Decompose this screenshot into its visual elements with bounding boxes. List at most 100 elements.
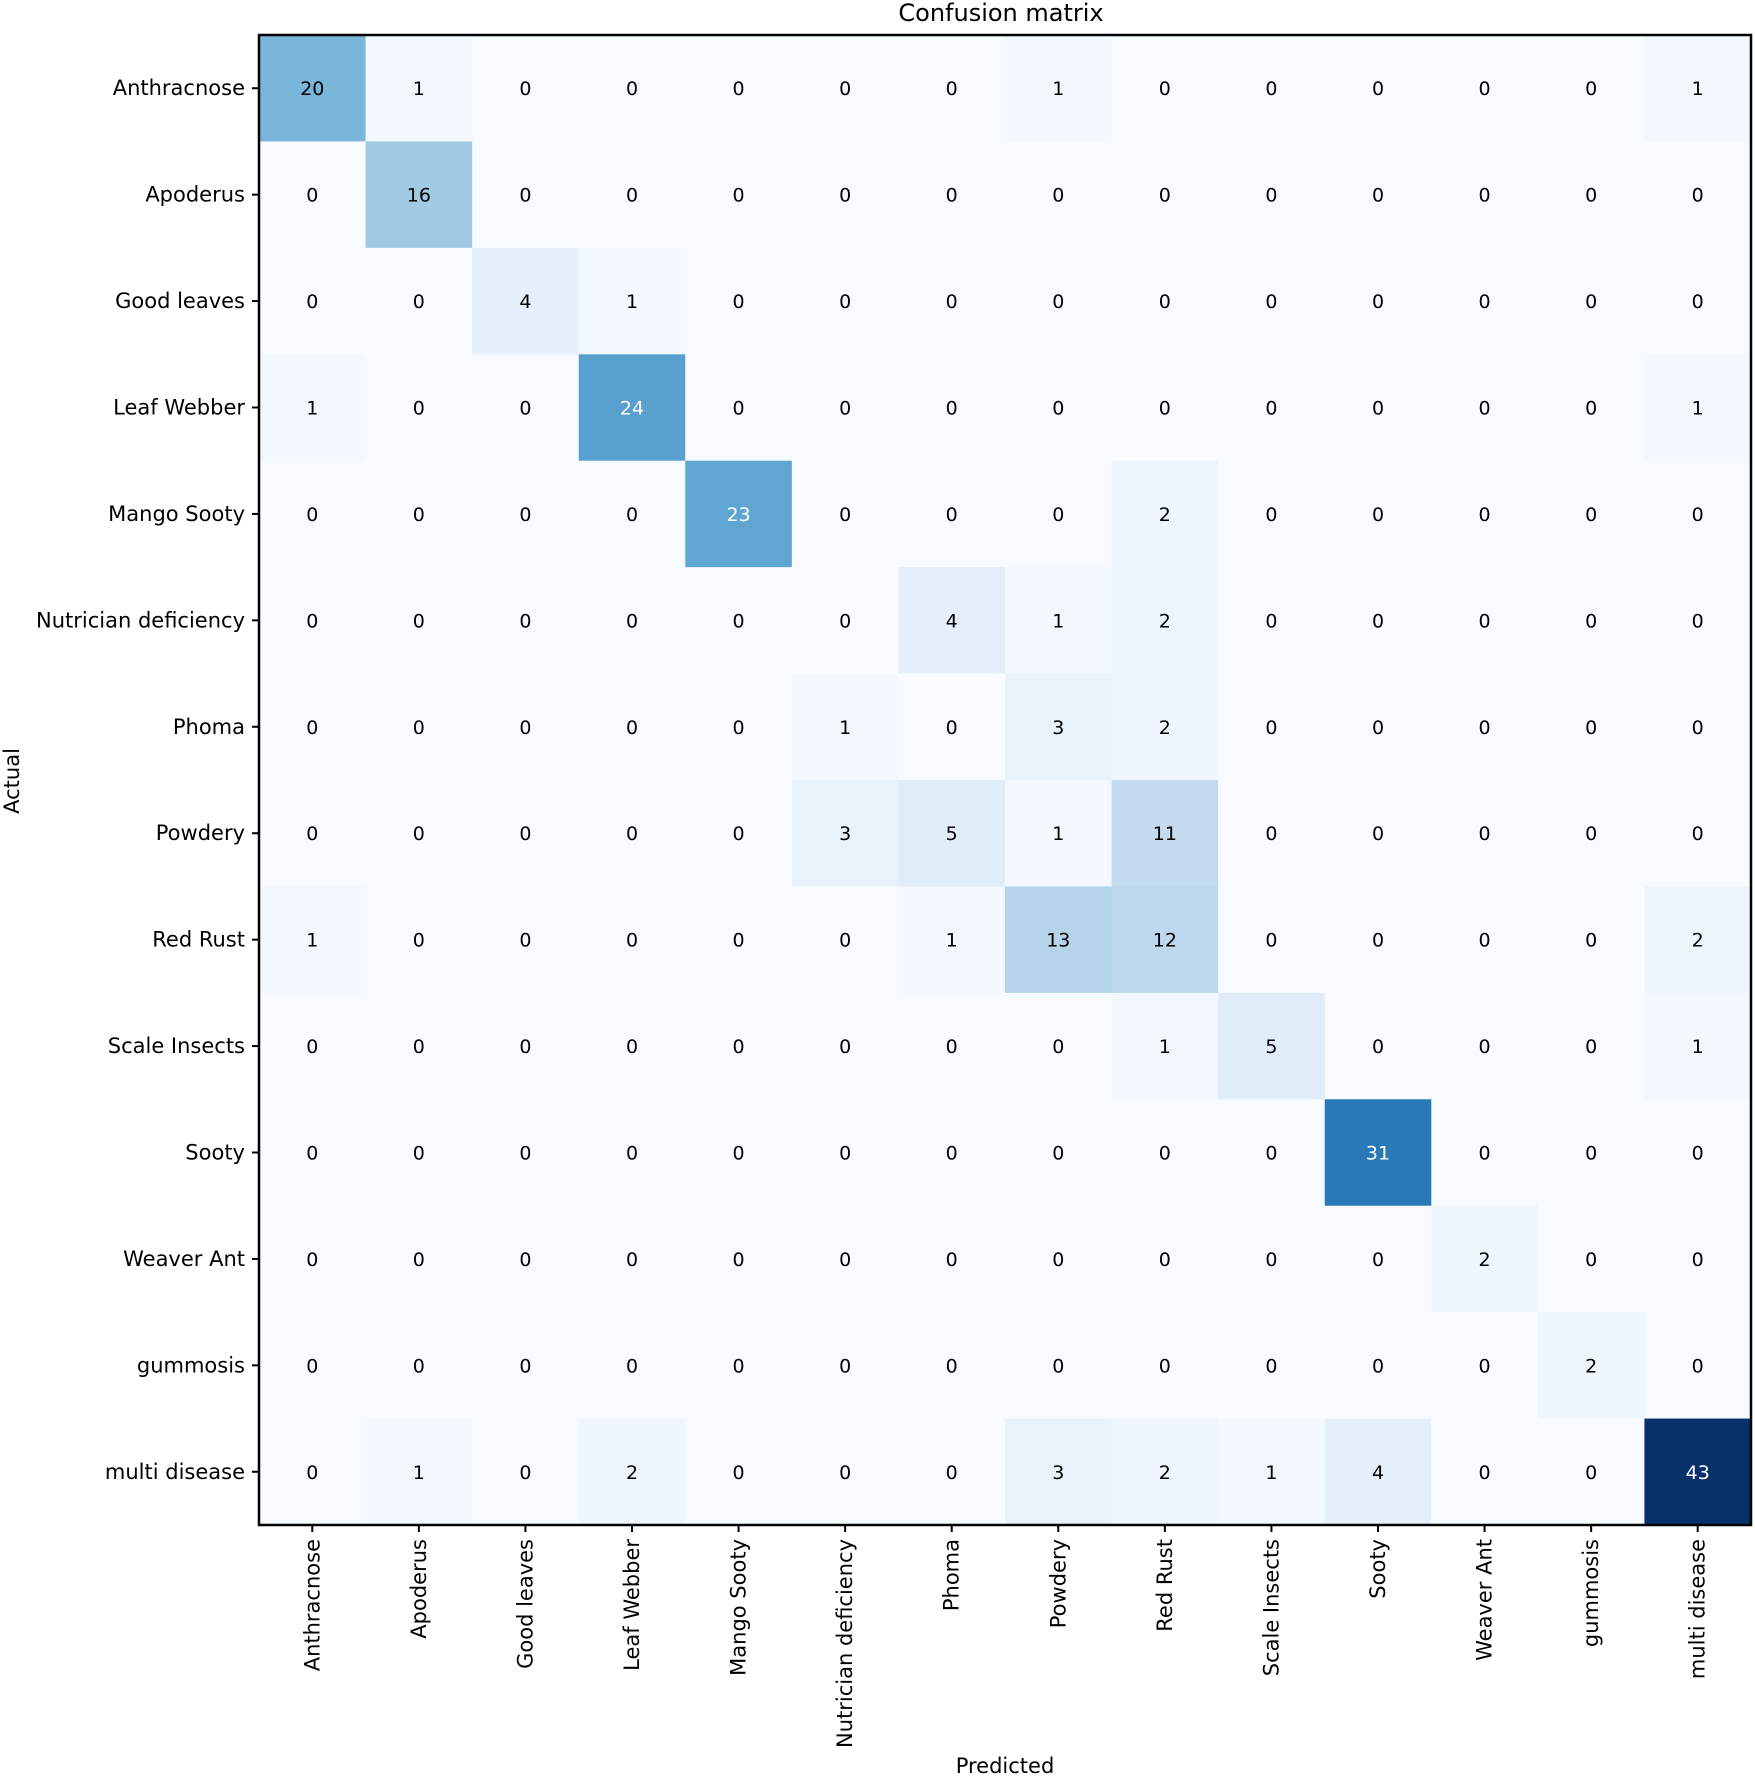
cell-value-label: 0 <box>1265 1249 1277 1271</box>
heatmap-cell <box>259 673 367 781</box>
cell-value-label: 4 <box>519 291 531 313</box>
x-tick-label: Nutrician deficiency <box>833 1539 857 1748</box>
cell-value-label: 0 <box>1159 1355 1171 1377</box>
heatmap-cell <box>898 780 1006 887</box>
cell-value-label: 0 <box>306 291 318 313</box>
heatmap-cell <box>365 35 473 142</box>
cell-value-label: 0 <box>1479 1143 1491 1165</box>
heatmap-cell <box>1005 1205 1113 1313</box>
heatmap-cell <box>1005 1312 1113 1420</box>
cell-value-label: 0 <box>519 78 531 100</box>
heatmap-cell <box>1324 1205 1432 1313</box>
cell-value-label: 2 <box>1159 610 1171 632</box>
heatmap-cell <box>1431 141 1539 249</box>
cell-value-label: 0 <box>306 610 318 632</box>
heatmap-cell <box>259 460 367 568</box>
heatmap-cell <box>365 247 473 355</box>
cell-value-label: 1 <box>306 930 318 952</box>
cell-value-label: 1 <box>626 291 638 313</box>
heatmap-cell <box>1537 567 1645 675</box>
y-tick-label: Sooty <box>185 1141 245 1165</box>
cell-value-label: 0 <box>1159 1249 1171 1271</box>
cell-value-label: 0 <box>1265 78 1277 100</box>
x-tick-label: Powdery <box>1046 1539 1070 1628</box>
x-tick-label: multi disease <box>1686 1539 1710 1679</box>
heatmap-cell <box>1005 1099 1113 1207</box>
heatmap-cell <box>578 35 686 142</box>
cell-value-label: 0 <box>1052 398 1064 420</box>
cell-value-label: 1 <box>1265 1462 1277 1484</box>
cell-value-label: 0 <box>839 398 851 420</box>
cell-value-label: 0 <box>946 1249 958 1271</box>
heatmap-cell <box>1537 1312 1645 1420</box>
heatmap-cell <box>1218 567 1326 675</box>
cell-value-label: 0 <box>946 398 958 420</box>
heatmap-cell <box>578 1099 686 1207</box>
heatmap-cell <box>472 247 580 355</box>
heatmap-cell <box>685 567 793 675</box>
heatmap-cell <box>1431 1418 1539 1526</box>
cell-value-label: 0 <box>306 1143 318 1165</box>
cell-value-label: 0 <box>1265 291 1277 313</box>
cell-value-label: 0 <box>839 185 851 207</box>
cell-value-label: 13 <box>1046 930 1070 952</box>
heatmap-cell <box>898 354 1006 462</box>
heatmap-cell <box>259 354 367 462</box>
heatmap-cell <box>1431 1099 1539 1207</box>
cell-value-label: 0 <box>1692 823 1704 845</box>
heatmap-cell <box>1537 886 1645 994</box>
cell-value-label: 0 <box>519 610 531 632</box>
cell-value-label: 0 <box>1479 504 1491 526</box>
cell-value-label: 1 <box>839 717 851 739</box>
cell-value-label: 0 <box>839 504 851 526</box>
cell-value-label: 0 <box>1372 185 1384 207</box>
heatmap-cell <box>685 780 793 887</box>
cell-value-label: 0 <box>1479 1462 1491 1484</box>
cell-value-label: 0 <box>839 930 851 952</box>
cell-value-label: 0 <box>306 1036 318 1058</box>
cell-value-label: 0 <box>733 185 745 207</box>
cell-value-label: 0 <box>413 1036 425 1058</box>
cell-value-label: 0 <box>519 1249 531 1271</box>
cell-value-label: 0 <box>413 504 425 526</box>
cell-value-label: 1 <box>1692 1036 1704 1058</box>
heatmap-cell <box>1218 673 1326 781</box>
cell-value-label: 0 <box>733 717 745 739</box>
heatmap-cell <box>365 780 473 887</box>
cell-value-label: 0 <box>733 1462 745 1484</box>
cell-value-label: 0 <box>1372 717 1384 739</box>
heatmap-cell <box>1111 1099 1219 1207</box>
cell-value-label: 0 <box>1052 185 1064 207</box>
y-tick-label: Scale Insects <box>108 1034 245 1058</box>
heatmap-cell <box>1218 1418 1326 1526</box>
heatmap-cell <box>791 992 899 1100</box>
heatmap-cell <box>1324 35 1432 142</box>
cell-value-label: 0 <box>1585 1249 1597 1271</box>
heatmap-cell <box>685 1099 793 1207</box>
heatmap-cell <box>1431 567 1539 675</box>
cell-value-label: 11 <box>1153 823 1177 845</box>
cell-value-label: 0 <box>839 1249 851 1271</box>
cell-value-label: 4 <box>946 610 958 632</box>
heatmap-cell <box>1005 141 1113 249</box>
heatmap-cell <box>1324 1099 1432 1207</box>
cell-value-label: 0 <box>1372 1355 1384 1377</box>
heatmap-cell <box>1324 460 1432 568</box>
cell-value-label: 0 <box>946 291 958 313</box>
cell-value-label: 0 <box>1692 1143 1704 1165</box>
heatmap-cell <box>1537 460 1645 568</box>
heatmap-cell <box>791 1205 899 1313</box>
cell-value-label: 0 <box>519 1462 531 1484</box>
cell-value-label: 0 <box>1479 1036 1491 1058</box>
cell-value-label: 1 <box>413 78 425 100</box>
cell-value-label: 0 <box>1265 610 1277 632</box>
heatmap-cell <box>472 1205 580 1313</box>
cell-value-label: 0 <box>1479 717 1491 739</box>
y-axis-ticks: Anthracnose Apoderus Good leaves Leaf Webbe… <box>36 76 259 1484</box>
cell-value-label: 0 <box>413 1249 425 1271</box>
heatmap-cell <box>1431 247 1539 355</box>
cell-value-label: 0 <box>1692 504 1704 526</box>
cell-value-label: 0 <box>1372 78 1384 100</box>
x-tick-label: Apoderus <box>407 1539 431 1639</box>
heatmap-cell <box>791 1312 899 1420</box>
